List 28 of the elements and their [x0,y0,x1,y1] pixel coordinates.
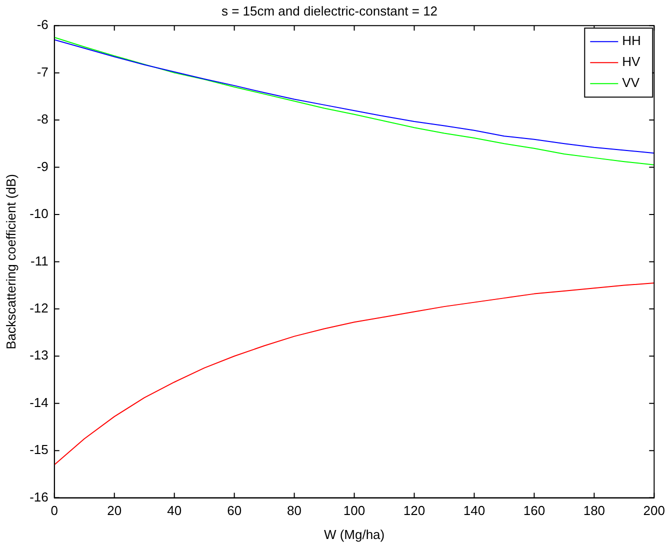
x-tick-label: 140 [463,503,486,518]
legend-label: HH [622,33,641,48]
x-axis-title: W (Mg/ha) [324,526,385,542]
y-tick-label: -15 [30,442,48,458]
y-tick-label: -6 [36,17,48,32]
chart-title: s = 15cm and dielectric-constant = 12 [221,3,438,18]
x-tick-label: 200 [643,503,666,518]
legend-label: VV [622,75,640,90]
x-tick-label: 60 [227,503,242,518]
x-tick-label: 0 [50,503,58,518]
y-tick-label: -12 [30,300,48,316]
y-tick-label: -8 [36,112,48,127]
x-tick-label: 20 [107,503,122,518]
y-tick-label: -13 [30,348,48,363]
y-tick-label: -16 [30,489,48,504]
x-tick-label: 160 [523,503,546,518]
y-tick-label: -11 [30,253,48,268]
y-tick-label: -14 [30,394,48,410]
legend-label: HV [622,54,641,70]
x-tick-label: 180 [583,503,606,518]
x-tick-label: 120 [403,503,426,518]
x-tick-label: 80 [287,503,302,518]
y-tick-label: -10 [30,206,48,222]
y-axis-title: Backscattering coefficient (dB) [3,174,18,350]
x-tick-label: 40 [167,503,182,518]
x-tick-label: 100 [343,503,366,518]
y-tick-label: -7 [36,64,48,80]
y-tick-label: -9 [36,158,48,174]
